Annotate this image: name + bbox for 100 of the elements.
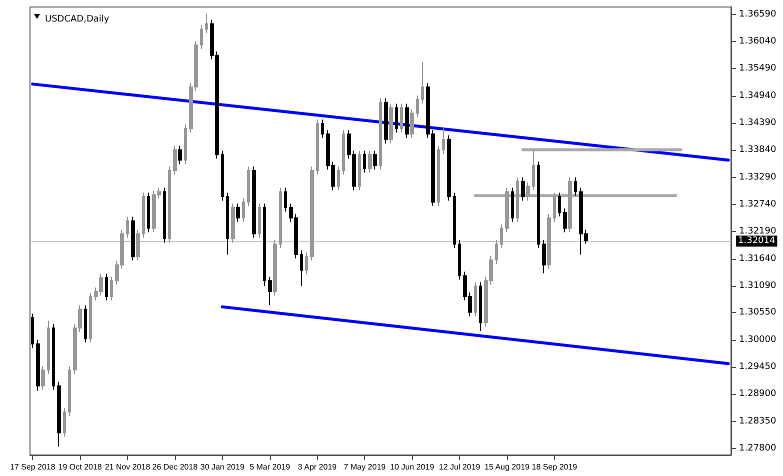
candlestick (163, 187, 166, 244)
candlestick (52, 324, 55, 390)
y-tick-label: 1.30550 (739, 308, 776, 318)
x-tick-label: 19 Oct 2018 (58, 462, 102, 472)
y-tick-label: 1.30000 (739, 334, 776, 345)
y-tick-label: 1.33290 (739, 172, 776, 182)
candlestick (242, 198, 245, 222)
y-tick-label: 1.28350 (739, 416, 776, 426)
candlestick (505, 187, 509, 233)
candlestick (558, 192, 561, 217)
y-tick-label: 1.27800 (739, 444, 776, 454)
ref-line-label: 1.32014 (738, 236, 776, 246)
candlestick (168, 166, 171, 244)
candlestick (389, 103, 393, 144)
candlestick (178, 145, 182, 165)
candlestick (368, 150, 372, 173)
candlestick (547, 213, 551, 270)
candlestick (410, 108, 414, 138)
candlestick (458, 240, 461, 280)
x-tick-label: 30 Jan 2019 (200, 462, 245, 472)
candlestick (542, 240, 546, 274)
candlestick (31, 313, 34, 348)
candlestick (36, 339, 40, 392)
candlestick (247, 166, 250, 207)
candlestick (252, 166, 256, 238)
candlestick (521, 176, 525, 202)
candlestick (110, 276, 113, 301)
candlestick (511, 187, 514, 222)
candlestick (568, 176, 572, 233)
y-tick-label: 1.33840 (739, 145, 776, 156)
x-tick-label: 10 Jun 2019 (390, 462, 435, 472)
y-tick-label: 1.35490 (739, 64, 776, 74)
candlestick (516, 176, 519, 222)
candlestick (273, 240, 277, 296)
candlestick (453, 192, 456, 249)
candlestick (147, 192, 150, 233)
candlestick (231, 203, 235, 244)
candlestick (532, 149, 535, 191)
candlestick (305, 252, 308, 275)
candlestick (205, 12, 208, 34)
text: USDCAD,Daily (45, 14, 110, 24)
candlestick (379, 98, 382, 170)
candlestick (84, 304, 87, 343)
x-tick-label: 12 Jul 2019 (438, 462, 481, 472)
candlestick (279, 187, 282, 249)
candlestick (474, 282, 477, 317)
candlestick (200, 24, 203, 50)
y-tick-label: 1.34390 (739, 118, 776, 128)
candlestick (563, 208, 567, 233)
candlestick (126, 216, 129, 238)
candlestick (373, 150, 377, 170)
candlestick (221, 150, 224, 202)
candlestick (300, 250, 303, 287)
candlestick (526, 182, 530, 202)
candlestick (416, 94, 419, 118)
y-tick-label: 1.31640 (739, 254, 776, 264)
x-tick-label: 7 May 2019 (344, 462, 386, 472)
candlestick (321, 119, 324, 138)
candlestick (384, 98, 388, 144)
x-tick-label: 5 Mar 2019 (250, 462, 291, 472)
candlestick (574, 176, 577, 196)
candlestick (57, 381, 61, 448)
candlestick (105, 273, 108, 301)
candlestick (363, 150, 366, 173)
candlestick (131, 216, 135, 261)
candlestick (310, 166, 314, 261)
y-tick-label: 1.36590 (739, 9, 776, 20)
candlestick (63, 408, 66, 438)
x-tick-label: 3 Apr 2019 (298, 462, 338, 472)
candlestick (537, 161, 540, 249)
candlestick (184, 124, 187, 165)
candlestick (437, 145, 440, 207)
y-tick-label: 1.29450 (739, 362, 776, 372)
x-tick-label: 15 Aug 2019 (484, 462, 530, 472)
x-tick-label: 18 Sep 2019 (532, 462, 578, 472)
x-tick-label: 26 Dec 2018 (152, 462, 198, 472)
y-tick-label: 1.28900 (739, 389, 776, 400)
candlestick (263, 203, 266, 287)
candlestick (500, 224, 503, 249)
candlestick (173, 145, 177, 175)
candlestick (358, 150, 361, 191)
y-tick-label: 1.36040 (739, 36, 776, 47)
candlestick (236, 203, 240, 222)
candlestick (316, 119, 319, 175)
candlestick (226, 192, 229, 255)
candlestick (442, 128, 445, 154)
y-tick-label: 1.32190 (739, 226, 776, 237)
candlestick (47, 320, 50, 374)
candlestick (68, 366, 71, 416)
candlestick (553, 192, 556, 222)
y-tick-label: 1.32740 (739, 200, 776, 210)
candlestick (41, 366, 45, 390)
candlestick (342, 129, 345, 175)
candlestick (268, 276, 272, 306)
candlestick (89, 292, 92, 343)
candlestick (258, 203, 261, 238)
candlestick (395, 103, 398, 133)
y-tick-label: 1.34940 (739, 90, 776, 101)
candlestick (337, 166, 340, 191)
candlestick (405, 103, 409, 138)
